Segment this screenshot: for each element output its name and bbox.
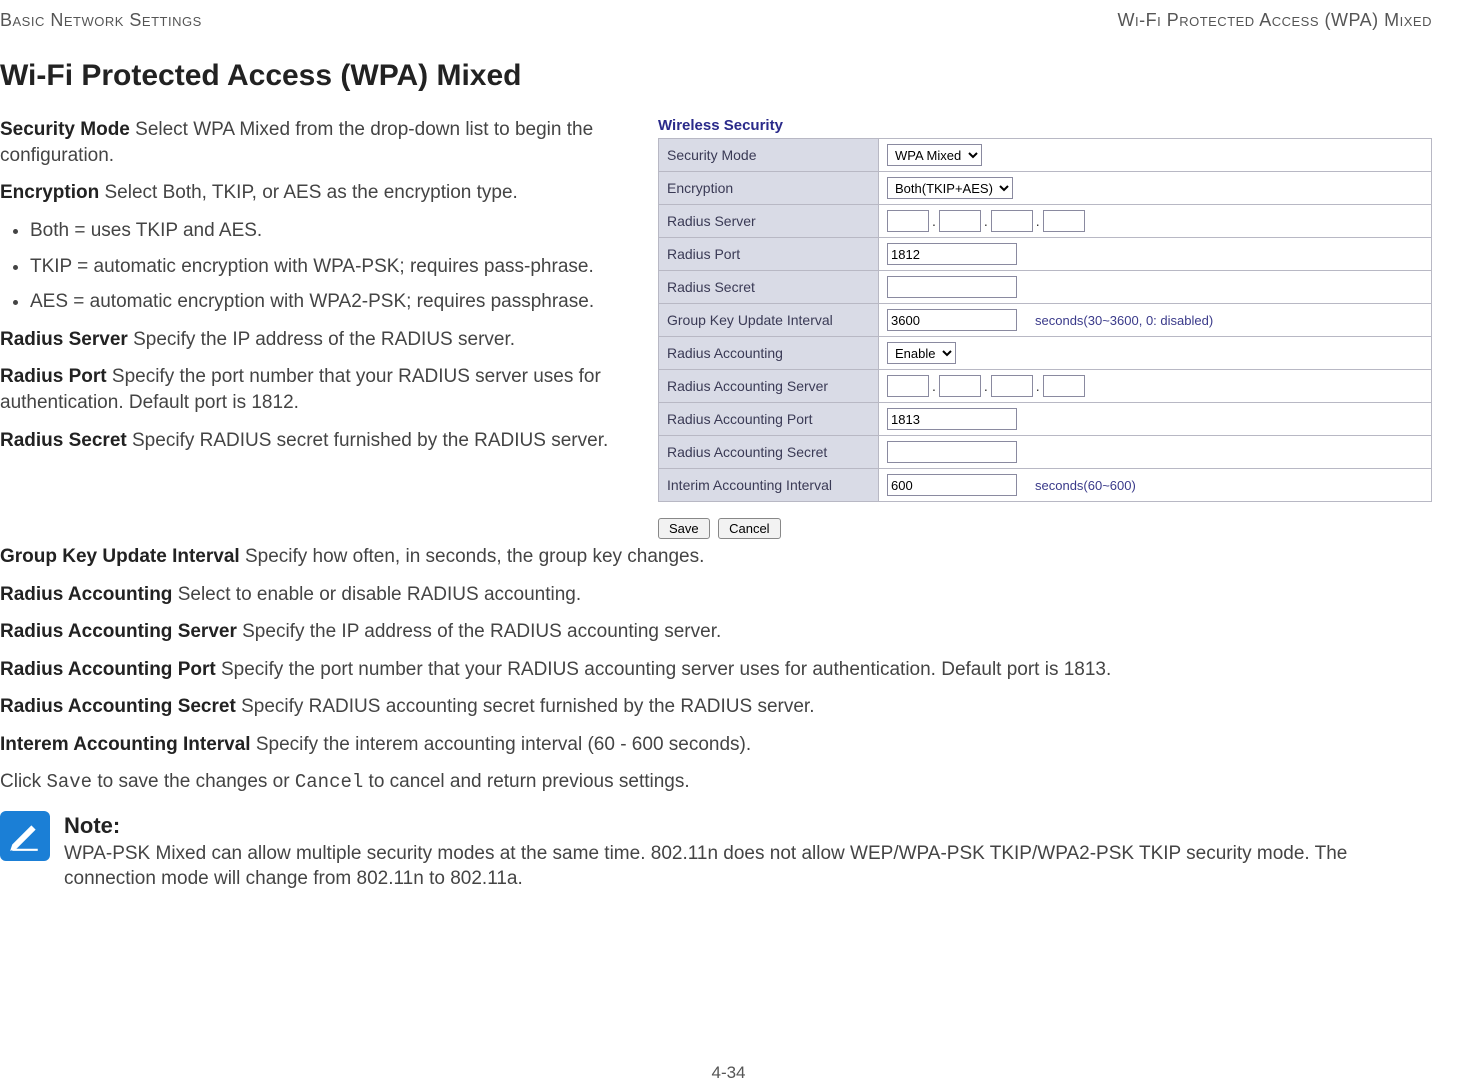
row-label: Radius Accounting Server — [659, 370, 879, 403]
row-label: Radius Accounting Secret — [659, 436, 879, 469]
text-radius-secret: Specify RADIUS secret furnished by the R… — [127, 430, 609, 451]
list-item: AES = automatic encryption with WPA2-PSK… — [30, 289, 640, 315]
list-item: Both = uses TKIP and AES. — [30, 218, 640, 244]
text-racct-server: Specify the IP address of the RADIUS acc… — [237, 621, 721, 642]
row-label: Group Key Update Interval — [659, 304, 879, 337]
text-racct: Select to enable or disable RADIUS accou… — [172, 584, 581, 605]
term-radius-server: Radius Server — [0, 329, 128, 350]
note-title: Note: — [64, 811, 1432, 841]
description-column: Security Mode Select WPA Mixed from the … — [0, 117, 640, 539]
term-radius-port: Radius Port — [0, 366, 107, 387]
radius-acct-secret-input[interactable] — [887, 441, 1017, 463]
encryption-list: Both = uses TKIP and AES. TKIP = automat… — [30, 218, 640, 315]
row-label: Radius Accounting — [659, 337, 879, 370]
text-racct-port: Specify the port number that your RADIUS… — [216, 659, 1112, 680]
ip-octet-4[interactable] — [1043, 375, 1085, 397]
radius-port-input[interactable] — [887, 243, 1017, 265]
ip-octet-2[interactable] — [939, 375, 981, 397]
cancel-literal: Cancel — [295, 771, 363, 793]
term-interem: Interem Accounting Interval — [0, 734, 251, 755]
radius-server-ip: ... — [879, 205, 1432, 238]
security-mode-select[interactable]: WPA Mixed — [887, 144, 982, 166]
ip-octet-3[interactable] — [991, 210, 1033, 232]
row-label: Encryption — [659, 172, 879, 205]
save-button[interactable]: Save — [658, 518, 710, 539]
text-interem: Specify the interem accounting interval … — [251, 734, 752, 755]
save-cancel-line: Click Save to save the changes or Cancel… — [0, 768, 1432, 797]
row-label: Radius Accounting Port — [659, 403, 879, 436]
radius-acct-server-ip: ... — [879, 370, 1432, 403]
note-text: WPA-PSK Mixed can allow multiple securit… — [64, 843, 1347, 890]
cancel-button[interactable]: Cancel — [718, 518, 780, 539]
wireless-security-table: Security Mode WPA Mixed Encryption Both(… — [658, 138, 1432, 502]
row-label: Security Mode — [659, 139, 879, 172]
radius-accounting-select[interactable]: Enable — [887, 342, 956, 364]
note-icon — [0, 811, 50, 861]
hint-text: seconds(30~3600, 0: disabled) — [1035, 313, 1213, 328]
encryption-select[interactable]: Both(TKIP+AES) — [887, 177, 1013, 199]
screenshot-heading: Wireless Security — [658, 117, 1432, 134]
term-security-mode: Security Mode — [0, 119, 130, 140]
text-encryption: Select Both, TKIP, or AES as the encrypt… — [99, 182, 518, 203]
radius-secret-input[interactable] — [887, 276, 1017, 298]
button-row: Save Cancel — [658, 518, 1432, 539]
row-label: Radius Server — [659, 205, 879, 238]
ip-octet-4[interactable] — [1043, 210, 1085, 232]
term-radius-secret: Radius Secret — [0, 430, 127, 451]
hint-text: seconds(60~600) — [1035, 478, 1136, 493]
text-radius-server: Specify the IP address of the RADIUS ser… — [128, 329, 515, 350]
term-encryption: Encryption — [0, 182, 99, 203]
page-number: 4-34 — [0, 1063, 1457, 1083]
term-racct-secret: Radius Accounting Secret — [0, 696, 236, 717]
group-key-interval-input[interactable] — [887, 309, 1017, 331]
row-label: Interim Accounting Interval — [659, 469, 879, 502]
row-label: Radius Port — [659, 238, 879, 271]
config-screenshot: Wireless Security Security Mode WPA Mixe… — [658, 117, 1432, 539]
ip-octet-1[interactable] — [887, 375, 929, 397]
ip-octet-1[interactable] — [887, 210, 929, 232]
header-right: Wi-Fi Protected Access (WPA) Mixed — [1117, 10, 1432, 31]
radius-acct-port-input[interactable] — [887, 408, 1017, 430]
row-label: Radius Secret — [659, 271, 879, 304]
header-left: Basic Network Settings — [0, 10, 202, 31]
ip-octet-2[interactable] — [939, 210, 981, 232]
running-header: Basic Network Settings Wi-Fi Protected A… — [0, 10, 1432, 31]
save-literal: Save — [46, 771, 92, 793]
interim-interval-input[interactable] — [887, 474, 1017, 496]
note-block: Note: WPA-PSK Mixed can allow multiple s… — [0, 811, 1432, 892]
definitions-continued: Group Key Update Interval Specify how of… — [0, 543, 1432, 797]
ip-octet-3[interactable] — [991, 375, 1033, 397]
term-racct-port: Radius Accounting Port — [0, 659, 216, 680]
list-item: TKIP = automatic encryption with WPA-PSK… — [30, 254, 640, 280]
term-gkui: Group Key Update Interval — [0, 546, 240, 567]
term-racct: Radius Accounting — [0, 584, 172, 605]
term-racct-server: Radius Accounting Server — [0, 621, 237, 642]
text-racct-secret: Specify RADIUS accounting secret furnish… — [236, 696, 815, 717]
text-gkui: Specify how often, in seconds, the group… — [240, 546, 705, 567]
page-title: Wi-Fi Protected Access (WPA) Mixed — [0, 59, 1432, 93]
